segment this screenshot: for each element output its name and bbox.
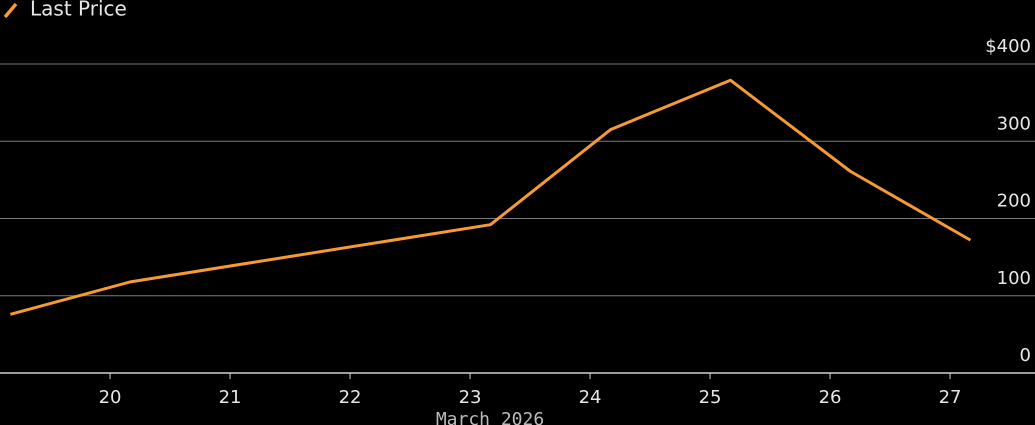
x-tick-label: 21 [219, 387, 242, 408]
legend-label: Last Price [30, 0, 127, 21]
x-tick-label: 27 [939, 387, 962, 408]
x-tick-label: 26 [819, 387, 842, 408]
x-tick-label: 24 [579, 387, 602, 408]
x-tick-label: 20 [99, 387, 122, 408]
y-tick-label: 0 [1020, 345, 1031, 366]
y-tick-label: $400 [985, 36, 1031, 57]
x-axis-title: March 2026 [436, 409, 544, 425]
y-tick-label: 200 [997, 191, 1031, 212]
x-tick-label: 22 [339, 387, 362, 408]
price-line [10, 78, 972, 316]
x-tick-label: 25 [699, 387, 722, 408]
y-tick-label: 100 [997, 268, 1031, 289]
y-tick-label: 300 [997, 113, 1031, 134]
x-tick-label: 23 [459, 387, 482, 408]
legend-swatch [3, 2, 18, 19]
